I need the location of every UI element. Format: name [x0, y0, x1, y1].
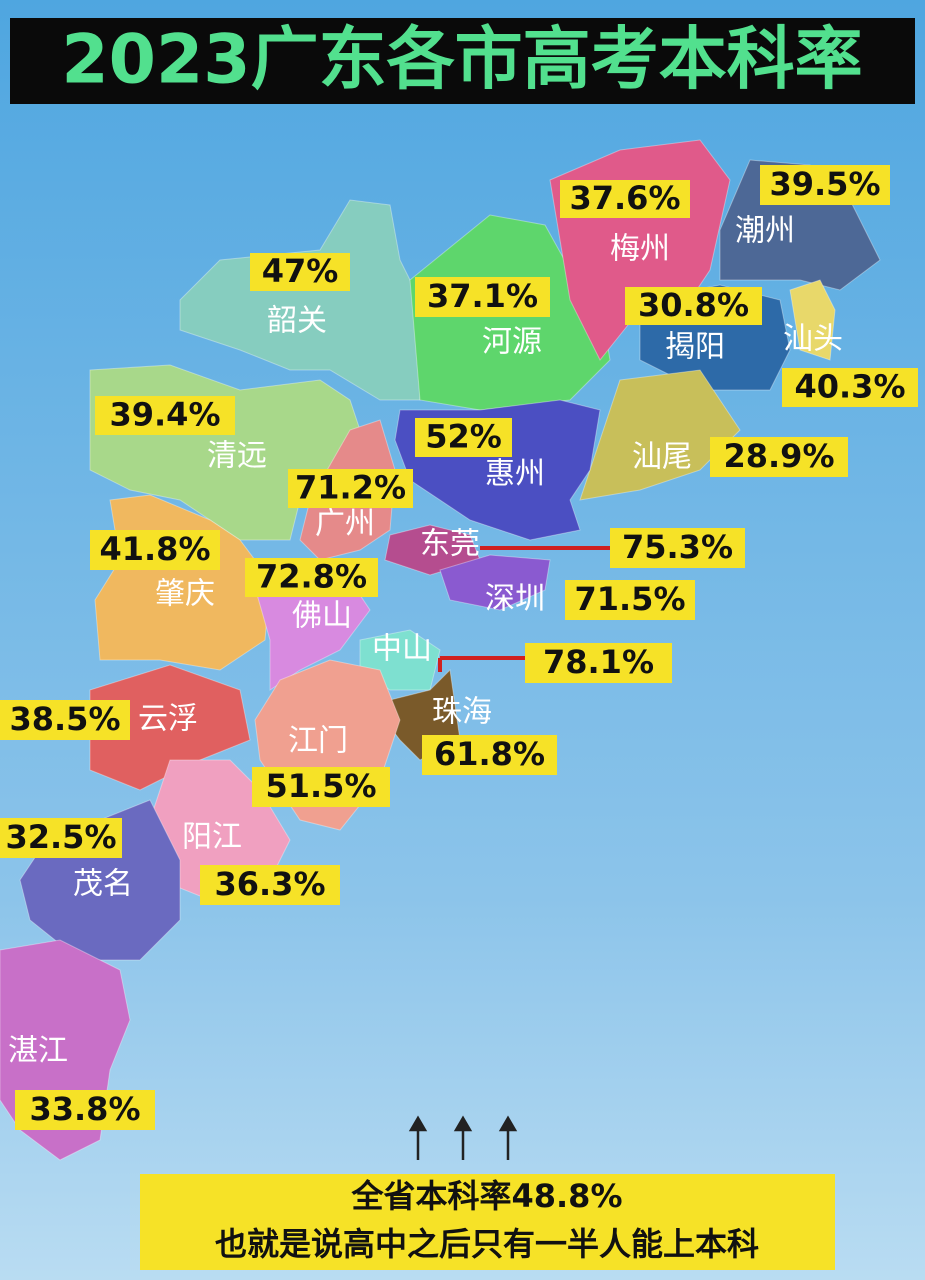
rate-box: [560, 180, 690, 218]
rate-label: 39.4%: [109, 396, 220, 434]
rate-box: [415, 277, 550, 317]
city-name: 深圳: [485, 582, 545, 617]
rate-box: [760, 165, 890, 205]
rate-label: 71.2%: [295, 469, 406, 507]
rate-label: 38.5%: [9, 700, 120, 738]
region: [579, 369, 741, 501]
rate-label: 72.8%: [256, 558, 367, 596]
rate-label: 32.5%: [5, 818, 116, 856]
rate-box: [90, 530, 220, 570]
city-name: 河源: [482, 325, 542, 360]
rate-box: [565, 580, 695, 620]
title: 2023广东各市高考本科率: [61, 21, 862, 100]
rate-box: [250, 253, 350, 291]
rate-box: [525, 643, 672, 683]
city-name: 云浮: [138, 702, 198, 737]
city-name: 珠海: [432, 695, 492, 730]
rate-label: 75.3%: [622, 528, 733, 566]
rate-label: 37.6%: [569, 179, 680, 217]
rate-label: 51.5%: [265, 767, 376, 805]
city-name: 清远: [207, 439, 267, 474]
rate-box: [0, 700, 130, 740]
city-name: 潮州: [735, 214, 795, 249]
rate-label: 61.8%: [434, 735, 545, 773]
city-name: 肇庆: [155, 577, 215, 612]
rate-box: [245, 558, 378, 597]
city-name: 汕头: [783, 322, 843, 357]
footer-box: [140, 1174, 835, 1270]
rate-label: 37.1%: [427, 277, 538, 315]
rate-box: [95, 396, 235, 435]
rate-box: [15, 1090, 155, 1130]
region: [789, 279, 836, 361]
rate-box: [610, 528, 745, 568]
city-name: 湛江: [8, 1034, 68, 1069]
rate-box: [625, 287, 762, 325]
rate-box: [288, 469, 413, 508]
city-name: 惠州: [485, 457, 545, 492]
arrows: [408, 1115, 518, 1160]
city-name: 揭阳: [665, 330, 725, 365]
rate-box: [782, 368, 918, 407]
city-name: 中山: [372, 632, 432, 667]
region: [439, 554, 551, 611]
rate-label: 28.9%: [723, 437, 834, 475]
rate-label: 52%: [425, 418, 502, 456]
rate-label: 36.3%: [214, 865, 325, 903]
rate-label: 41.8%: [99, 530, 210, 568]
city-name: 韶关: [267, 304, 327, 339]
region: [89, 664, 251, 791]
rate-box: [422, 735, 557, 775]
labels: 韶关 47% 河源 37.1% 梅州 37.6% 潮州 39.5% 揭阳 30.8% 汕头 40.3%…: [0, 165, 918, 1130]
city-name: 东莞: [420, 527, 480, 562]
rate-label: 78.1%: [543, 643, 654, 681]
rate-label: 39.5%: [769, 165, 880, 203]
footer-line: 也就是说高中之后只有一半人能上本科: [215, 1225, 759, 1263]
rate-box: [415, 418, 512, 457]
city-name: 茂名: [73, 867, 133, 902]
city-name: 佛山: [292, 599, 352, 634]
city-name: 广州: [315, 507, 375, 542]
city-name: 汕尾: [632, 440, 692, 475]
city-name: 江门: [288, 724, 348, 759]
rate-label: 33.8%: [29, 1090, 140, 1128]
rate-label: 40.3%: [794, 368, 905, 406]
rate-box: [710, 437, 848, 477]
city-name: 梅州: [610, 232, 670, 267]
rate-label: 30.8%: [638, 286, 749, 324]
rate-box: [200, 865, 340, 905]
city-name: 阳江: [182, 820, 242, 855]
rate-label: 47%: [262, 252, 339, 290]
rate-box: [0, 818, 122, 858]
title-bar: [10, 18, 915, 104]
footer-line: 全省本科率48.8%: [350, 1177, 622, 1215]
rate-box: [252, 767, 390, 807]
rate-label: 71.5%: [574, 580, 685, 618]
